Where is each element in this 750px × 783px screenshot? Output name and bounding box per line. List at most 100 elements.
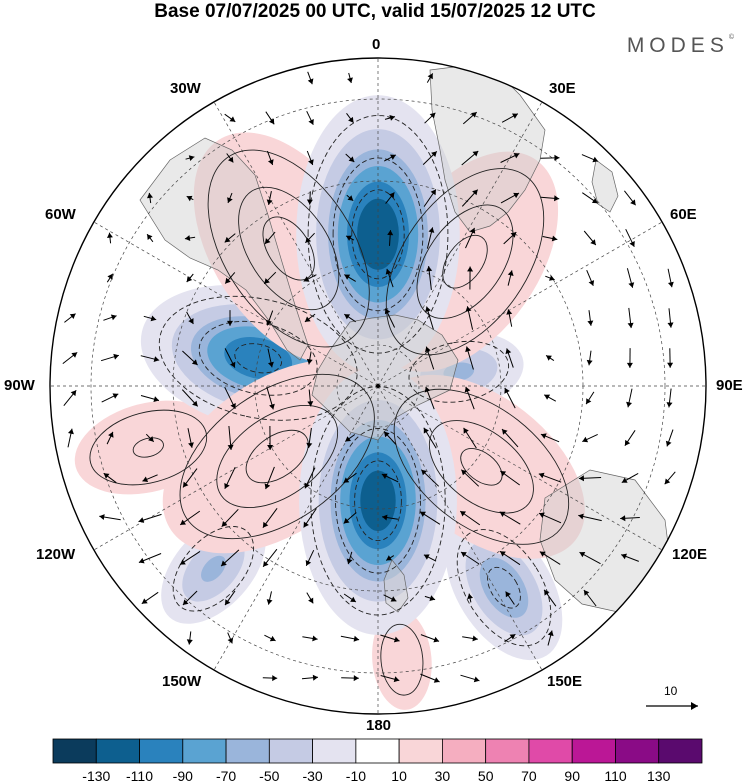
wind-vector bbox=[426, 266, 433, 290]
anomaly-contour-line bbox=[380, 623, 424, 696]
wind-vector bbox=[306, 150, 314, 166]
wind-vector bbox=[460, 674, 480, 683]
wind-vector bbox=[224, 590, 236, 606]
wind-vector bbox=[67, 428, 74, 448]
colorbar-tick-label: -70 bbox=[216, 768, 236, 783]
latitude-circle bbox=[90, 98, 666, 674]
wind-vector bbox=[461, 150, 479, 166]
wind-vector bbox=[420, 634, 440, 643]
wind-vector bbox=[186, 273, 194, 283]
wind-vector bbox=[626, 268, 635, 288]
colorbar-swatch bbox=[571, 738, 616, 764]
wind-vector bbox=[304, 467, 316, 489]
anomaly-contour-line bbox=[456, 529, 552, 647]
wind-vector bbox=[301, 674, 319, 681]
wind-vector bbox=[621, 472, 639, 484]
anomaly-contour-line bbox=[416, 204, 514, 319]
anomaly-contour-line bbox=[238, 186, 340, 311]
wind-vector bbox=[220, 549, 240, 567]
colorbar-swatch bbox=[485, 738, 530, 764]
wind-vector bbox=[103, 472, 117, 484]
anomaly-contour-line bbox=[385, 168, 545, 356]
wind-vector bbox=[343, 472, 357, 484]
south-america-landmass bbox=[139, 137, 309, 361]
anomaly-contour-line bbox=[460, 448, 503, 486]
landmasses bbox=[139, 64, 671, 613]
colorbar-swatch bbox=[615, 738, 660, 764]
wind-vector bbox=[383, 431, 397, 445]
reference-vector-label: 10 bbox=[664, 684, 678, 698]
wind-vector bbox=[500, 470, 520, 486]
wind-vector bbox=[381, 473, 399, 483]
lon-label-90w: 90W bbox=[4, 377, 35, 394]
lon-label-60w: 60W bbox=[45, 206, 76, 223]
wind-vector bbox=[665, 429, 674, 447]
wind-vector bbox=[545, 354, 555, 362]
lon-label-150w: 150W bbox=[162, 673, 202, 690]
wind-vector bbox=[626, 388, 633, 408]
wind-vector bbox=[624, 190, 636, 206]
wind-vector bbox=[224, 466, 236, 490]
lon-label-180: 180 bbox=[366, 717, 392, 734]
wind-vector bbox=[627, 307, 634, 329]
anomaly-contour-line bbox=[487, 566, 521, 609]
colorbar-swatch bbox=[268, 738, 313, 764]
wind-vector bbox=[540, 433, 560, 443]
anomaly-contour-line bbox=[408, 340, 510, 403]
colorbar-swatch bbox=[312, 738, 357, 764]
wind-vector bbox=[424, 112, 436, 124]
wind-vector bbox=[547, 630, 554, 646]
wind-vector bbox=[504, 387, 516, 409]
wind-vector bbox=[262, 548, 278, 568]
anomaly-contour-line bbox=[216, 404, 339, 509]
wind-vector bbox=[99, 514, 121, 521]
wind-vector bbox=[344, 434, 356, 442]
wind-vector bbox=[266, 150, 274, 166]
wind-vector bbox=[626, 348, 633, 368]
wind-vector bbox=[465, 346, 474, 370]
wind-vector bbox=[263, 271, 277, 285]
colorbar-tick-label: -130 bbox=[82, 768, 110, 783]
wind-vector bbox=[140, 355, 160, 362]
wind-vector bbox=[579, 551, 601, 565]
graticule bbox=[50, 58, 706, 714]
wind-vector bbox=[305, 232, 315, 244]
wind-vector bbox=[501, 428, 519, 448]
meridian-line bbox=[377, 385, 543, 671]
wind-vector bbox=[107, 232, 113, 244]
wind-vector bbox=[266, 191, 273, 205]
anomaly-contour-line bbox=[442, 234, 488, 289]
wind-vector bbox=[186, 195, 194, 202]
wind-vector bbox=[306, 110, 314, 126]
wind-vector bbox=[587, 310, 594, 326]
wind-vector bbox=[425, 306, 434, 330]
wind-vector bbox=[465, 227, 476, 249]
wind-vector bbox=[385, 555, 395, 561]
wind-vector bbox=[224, 272, 236, 284]
madagascar-landmass bbox=[591, 159, 619, 213]
wind-vector bbox=[187, 428, 194, 448]
wind-vector bbox=[585, 391, 595, 405]
wind-vector bbox=[667, 268, 674, 288]
anomaly-contour-line bbox=[158, 295, 358, 421]
wind-vector bbox=[185, 155, 195, 161]
wind-vector bbox=[667, 308, 674, 328]
wind-vector bbox=[343, 512, 357, 524]
lon-label-60e: 60E bbox=[670, 206, 697, 223]
wind-vector bbox=[503, 231, 517, 245]
wind-vector bbox=[384, 308, 396, 328]
wind-vector bbox=[387, 230, 394, 246]
wind-vectors bbox=[62, 71, 676, 683]
wind-vector bbox=[182, 350, 198, 366]
wind-vector bbox=[462, 111, 478, 125]
wind-vector bbox=[346, 113, 354, 123]
lon-label-30e: 30E bbox=[549, 80, 576, 97]
wind-vector bbox=[543, 589, 557, 607]
wind-vector bbox=[426, 73, 434, 83]
wind-vector bbox=[227, 192, 233, 204]
wind-vector bbox=[347, 72, 353, 84]
wind-vector bbox=[500, 192, 520, 204]
wind-vector bbox=[420, 469, 440, 487]
wind-vector bbox=[226, 153, 234, 163]
